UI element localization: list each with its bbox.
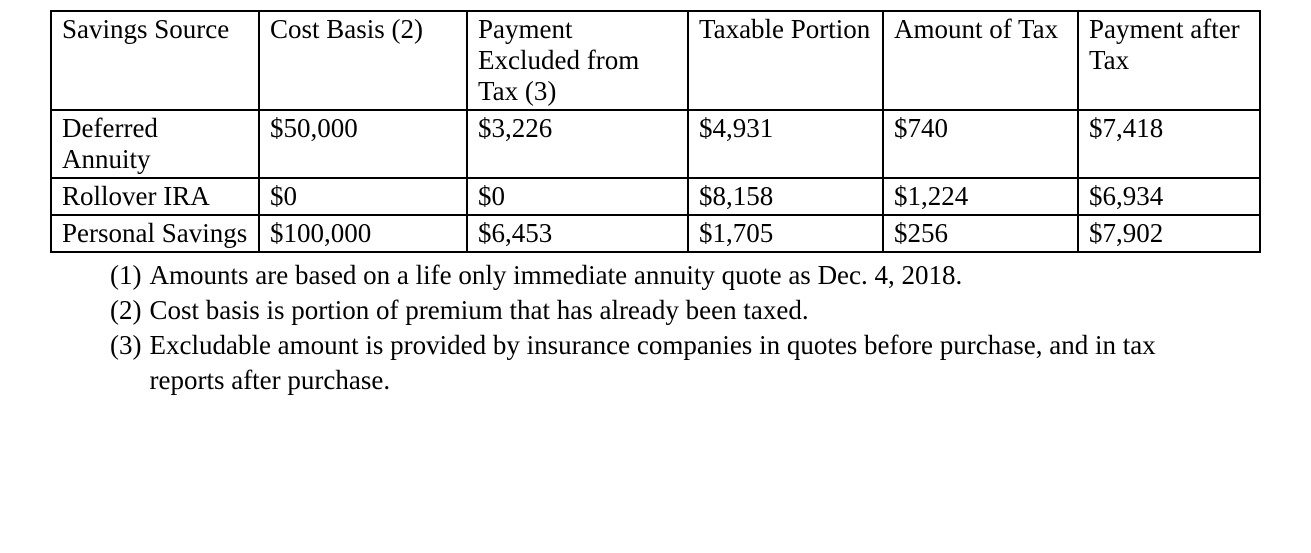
cell-taxable: $1,705 bbox=[688, 215, 883, 252]
cell-source: Rollover IRA bbox=[51, 178, 259, 215]
table-row: Deferred Annuity $50,000 $3,226 $4,931 $… bbox=[51, 110, 1260, 178]
cell-after-tax: $7,902 bbox=[1078, 215, 1260, 252]
col-header-tax: Amount of Tax bbox=[883, 11, 1078, 110]
cell-cost-basis: $0 bbox=[259, 178, 467, 215]
footnote: (1) Amounts are based on a life only imm… bbox=[110, 258, 1161, 293]
footnotes: (1) Amounts are based on a life only imm… bbox=[50, 258, 1261, 398]
cell-cost-basis: $100,000 bbox=[259, 215, 467, 252]
footnote-number: (3) bbox=[110, 328, 141, 363]
col-header-excluded: Payment Excluded from Tax (3) bbox=[467, 11, 688, 110]
footnote: (3) Excludable amount is provided by ins… bbox=[110, 328, 1161, 398]
cell-tax: $1,224 bbox=[883, 178, 1078, 215]
cell-excluded: $3,226 bbox=[467, 110, 688, 178]
col-header-source: Savings Source bbox=[51, 11, 259, 110]
cell-after-tax: $6,934 bbox=[1078, 178, 1260, 215]
footnote: (2) Cost basis is portion of premium tha… bbox=[110, 293, 1161, 328]
col-header-cost-basis: Cost Basis (2) bbox=[259, 11, 467, 110]
footnote-number: (2) bbox=[110, 293, 141, 328]
cell-cost-basis: $50,000 bbox=[259, 110, 467, 178]
footnote-text: Amounts are based on a life only immedia… bbox=[149, 258, 1161, 293]
col-header-taxable: Taxable Portion bbox=[688, 11, 883, 110]
cell-tax: $740 bbox=[883, 110, 1078, 178]
cell-source: Personal Savings bbox=[51, 215, 259, 252]
cell-tax: $256 bbox=[883, 215, 1078, 252]
cell-taxable: $4,931 bbox=[688, 110, 883, 178]
cell-excluded: $0 bbox=[467, 178, 688, 215]
cell-taxable: $8,158 bbox=[688, 178, 883, 215]
footnote-number: (1) bbox=[110, 258, 141, 293]
col-header-after-tax: Payment after Tax bbox=[1078, 11, 1260, 110]
footnote-text: Excludable amount is provided by insuran… bbox=[149, 328, 1161, 398]
table-row: Rollover IRA $0 $0 $8,158 $1,224 $6,934 bbox=[51, 178, 1260, 215]
cell-after-tax: $7,418 bbox=[1078, 110, 1260, 178]
table-row: Personal Savings $100,000 $6,453 $1,705 … bbox=[51, 215, 1260, 252]
annuity-tax-table: Savings Source Cost Basis (2) Payment Ex… bbox=[50, 10, 1261, 253]
table-header-row: Savings Source Cost Basis (2) Payment Ex… bbox=[51, 11, 1260, 110]
footnote-text: Cost basis is portion of premium that ha… bbox=[149, 293, 1161, 328]
cell-source: Deferred Annuity bbox=[51, 110, 259, 178]
cell-excluded: $6,453 bbox=[467, 215, 688, 252]
